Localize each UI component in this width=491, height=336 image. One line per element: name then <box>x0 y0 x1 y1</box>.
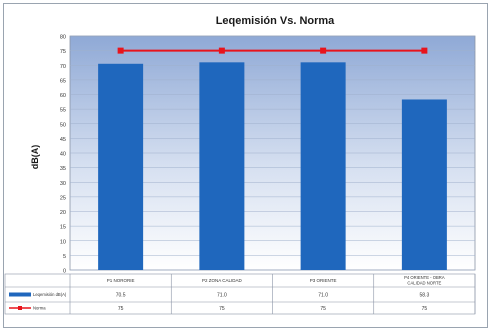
y-tick-label-65: 65 <box>60 78 66 84</box>
category-label-3: P3 ORIENTE <box>310 278 337 283</box>
y-tick-label-15: 15 <box>60 225 66 231</box>
table-value-2-3: 75 <box>320 306 326 312</box>
y-tick-label-55: 55 <box>60 108 66 114</box>
y-tick-label-80: 80 <box>60 35 66 41</box>
y-tick-label-0: 0 <box>63 269 66 275</box>
y-tick-label-20: 20 <box>60 210 66 216</box>
category-label-1: P1 NORORIE <box>107 278 135 283</box>
norma-line-series <box>117 47 428 54</box>
y-tick-label-25: 25 <box>60 195 66 201</box>
chart-title: Leqemisión Vs. Norma <box>216 15 335 27</box>
category-label-4-line-2: CALIDAD NORTE <box>407 281 441 286</box>
legend-key-marker <box>18 306 22 310</box>
y-tick-label-75: 75 <box>60 49 66 55</box>
y-tick-label-45: 45 <box>60 137 66 143</box>
y-tick-label-35: 35 <box>60 166 66 172</box>
bar-2 <box>199 62 245 271</box>
y-tick-label-60: 60 <box>60 93 66 99</box>
y-tick-label-10: 10 <box>60 239 66 245</box>
table-value-1-1: 70.5 <box>116 292 126 298</box>
table-value-1-3: 71.0 <box>318 292 328 298</box>
table-row-label-1: Leqemisión dB(A) <box>33 292 67 297</box>
chart-border <box>3 3 488 328</box>
table-value-1-2: 71.0 <box>217 292 227 298</box>
y-tick-label-50: 50 <box>60 122 66 128</box>
norma-marker-2 <box>218 47 225 54</box>
norma-marker-1 <box>117 47 124 54</box>
category-label-4-line-1: P4 ORIENTE - OBRA <box>404 275 445 280</box>
data-table: P1 NORORIE P2 ZONA CALIDAD P3 ORIENTE P4 OR… <box>4 273 476 315</box>
legend-key-bar <box>9 292 31 297</box>
table-frame <box>4 273 476 315</box>
norma-marker-3 <box>320 47 327 54</box>
table-value-1-4: 58.3 <box>420 292 430 298</box>
bar-1 <box>98 63 144 270</box>
norma-marker-4 <box>421 47 428 54</box>
table-value-2-2: 75 <box>219 306 225 312</box>
y-axis-label: dB(A) <box>30 145 40 170</box>
table-value-2-4: 75 <box>422 306 428 312</box>
bar-series <box>98 62 447 271</box>
y-tick-label-70: 70 <box>60 64 66 70</box>
y-tick-label-30: 30 <box>60 181 66 187</box>
bar-3 <box>300 62 346 271</box>
bar-4 <box>401 99 447 270</box>
y-tick-label-40: 40 <box>60 152 66 158</box>
table-row-label-2: Norma <box>33 306 46 311</box>
table-value-2-1: 75 <box>118 306 124 312</box>
y-tick-labels: 0 5 10 15 20 25 30 35 40 45 50 55 60 65 70 75 80 <box>60 35 66 275</box>
y-tick-label-5: 5 <box>63 254 66 260</box>
category-label-2: P2 ZONA CALIDAD <box>202 278 243 283</box>
